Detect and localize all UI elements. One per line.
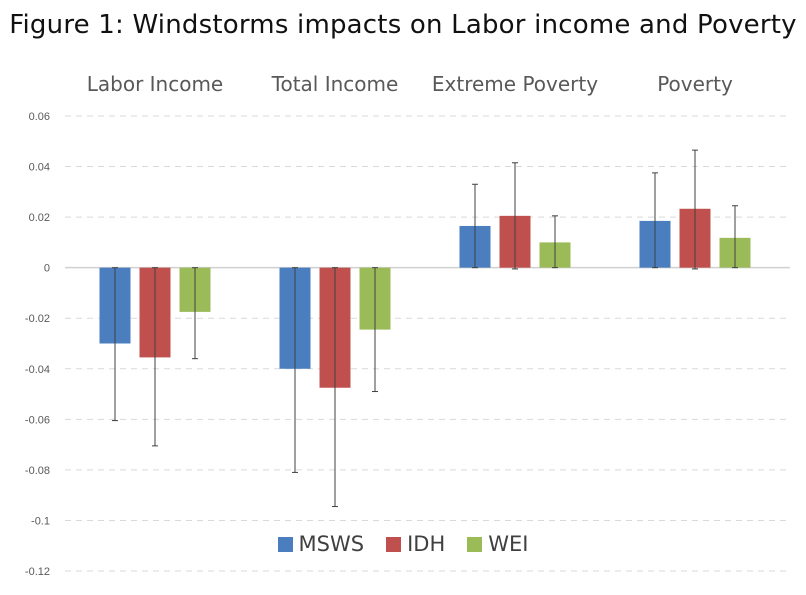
legend-swatch	[277, 536, 293, 552]
y-tick-label: 0	[44, 263, 50, 275]
y-tick-label: 0.06	[29, 111, 50, 123]
category-label: Total Income	[271, 72, 399, 96]
category-label: Poverty	[657, 72, 733, 96]
legend-swatch	[386, 536, 402, 552]
category-label: Extreme Poverty	[432, 72, 598, 96]
chart-legend: MSWS IDH WEI	[0, 532, 806, 556]
y-tick-label: -0.06	[25, 414, 50, 426]
y-tick-label: -0.1	[31, 515, 50, 527]
y-tick-label: 0.04	[29, 162, 50, 174]
legend-item-msws: MSWS	[277, 532, 365, 556]
legend-label: IDH	[407, 532, 446, 556]
legend-swatch	[467, 536, 483, 552]
legend-label: WEI	[488, 532, 529, 556]
y-tick-label: -0.12	[25, 566, 50, 578]
legend-label: MSWS	[298, 532, 365, 556]
legend-item-wei: WEI	[467, 532, 528, 556]
y-tick-label: -0.08	[25, 465, 50, 477]
y-tick-label: -0.04	[25, 364, 50, 376]
chart-title: Figure 1: Windstorms impacts on Labor in…	[9, 10, 797, 40]
y-tick-label: -0.02	[25, 313, 50, 325]
y-tick-label: 0.02	[29, 212, 50, 224]
legend-item-idh: IDH	[386, 532, 445, 556]
category-label: Labor Income	[87, 72, 224, 96]
